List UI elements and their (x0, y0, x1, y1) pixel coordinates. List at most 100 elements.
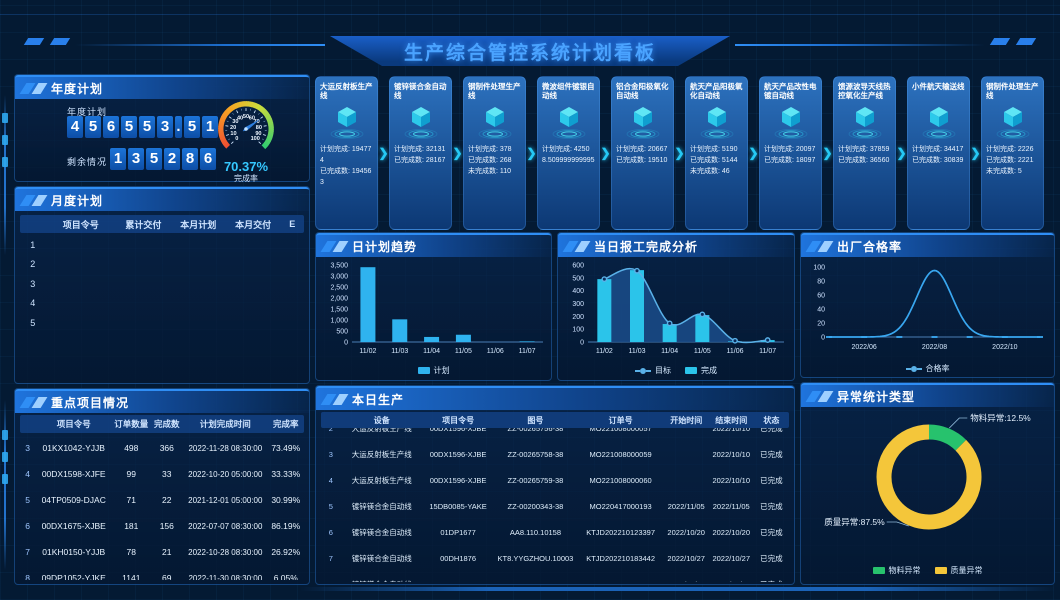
chevron-right-icon: ❯ (970, 146, 981, 160)
table-cell: 已完成 (760, 527, 783, 537)
production-line-card: 镀锌镁合金自动线 计划完成: 32131 已完成数: 28167 (389, 76, 452, 230)
table-cell: 镀锌镁合金自动线 (351, 501, 412, 511)
column-header: 完成数 (154, 419, 180, 429)
table-row: 2 大运反射板生产线 00DX1596-XJBE ZZ-00265756-38 MO22… (321, 428, 789, 441)
table-cell: 01DP1677 (440, 527, 476, 537)
legend-label: 目标 (655, 366, 671, 375)
production-line-name: 航天产品改性电镀自动线 (764, 82, 817, 100)
production-line-stat: 计划完成: 194774 (320, 146, 372, 164)
table-cell: 2022/10/10 (712, 475, 750, 485)
svg-text:11/02: 11/02 (359, 348, 376, 355)
production-line-name: 钢制件处理生产线 (468, 82, 521, 100)
svg-text:2,000: 2,000 (330, 296, 348, 303)
legend-item: 目标 (635, 365, 671, 376)
svg-text:1,500: 1,500 (330, 307, 348, 314)
production-line-card: 馈源波导天线热控氧化生产线 计划完成: 37859 已完成数: 36560 (833, 76, 896, 230)
svg-text:500: 500 (572, 275, 584, 282)
production-line-card: 航天产品改性电镀自动线 计划完成: 20097 已完成数: 18097 (759, 76, 822, 230)
panel-title: 日计划趋势 (352, 239, 418, 254)
production-line-card: 大运反射板生产线 计划完成: 194774 已完成数: 194563 (315, 76, 378, 230)
production-line-stat: 计划完成: 378 (468, 146, 512, 153)
production-line-name: 小件航天输送线 (912, 82, 965, 91)
table-cell: 2021-12-01 05:00:00 (188, 495, 263, 505)
svg-text:11/07: 11/07 (759, 348, 776, 355)
legend-item: 计划 (417, 365, 450, 376)
table-cell: 33.33% (271, 469, 301, 479)
today-production-table-header: 设备 项目令号 图号 订单号 开始时间 结束时间 状态 (321, 412, 789, 428)
digit-box: 2 (164, 148, 180, 170)
table-cell: 01DP1677 (423, 580, 494, 583)
panel-header-abnormal-stats: 异常统计类型 (801, 383, 1054, 407)
table-cell: 71 (126, 495, 137, 505)
legend-item: 质量异常 (934, 565, 983, 576)
column-header: 订单号 (608, 415, 633, 425)
production-line-stat: 已完成数: 30839 (912, 156, 964, 164)
table-row: 8 09DP1052-YJKE 1141 69 2022-11-30 08:30:00 6… (20, 565, 304, 580)
pass-rate-legend: 合格率 (801, 363, 1054, 374)
svg-text:0: 0 (235, 136, 238, 142)
table-cell: ZZ-00265756-38 (507, 428, 564, 433)
production-line-card: 铝合金阳极氧化自动线 计划完成: 20667 已完成数: 19510 (611, 76, 674, 230)
cube-icon (478, 107, 511, 139)
legend-line-marker (635, 367, 651, 374)
svg-text:2,500: 2,500 (330, 285, 348, 292)
chevron-right-icon: ❯ (378, 146, 389, 160)
column-header: 设备 (373, 415, 390, 425)
deco-parallelogram (1015, 38, 1037, 45)
bottom-frame-bar (300, 587, 1056, 591)
column-header: 图号 (527, 415, 544, 425)
table-cell: 04TP0509-DJAC (41, 495, 106, 505)
table-header-row: 项目令号 累计交付 本月计划 本月交付 E (20, 215, 304, 233)
digit-box: 1 (202, 116, 218, 138)
panel-title: 当日报工完成分析 (594, 239, 699, 254)
pass-rate-chart: 0 20 40 60 80 100 2022/06 2022/08 2022/10 (813, 265, 1043, 351)
production-line-stat: 已完成数: 268 (468, 156, 512, 164)
annual-plan-label: 年度计划 (67, 107, 108, 117)
production-line-card: 钢制件处理生产线 计划完成: 378 已完成数: 268 未完成数: 110 (463, 76, 526, 230)
table-cell: 78 (126, 547, 137, 557)
today-production-table-body[interactable]: 2 大运反射板生产线 00DX1596-XJBE ZZ-00265756-38 MO22… (321, 428, 789, 582)
row-number: 8 (321, 580, 341, 583)
production-line-stat: 未完成数: 46 (690, 167, 730, 175)
daily-report-legend: 目标 完成 (558, 365, 794, 376)
legend-label: 计划 (433, 366, 450, 375)
chevron-right-icon: ❯ (822, 146, 833, 160)
table-row: 6 00DX1675-XJBE 181 156 2022-07-07 08:30:00 8… (20, 513, 304, 539)
row-number: 7 (25, 547, 31, 557)
svg-text:60: 60 (249, 115, 255, 121)
production-line-cards[interactable]: 大运反射板生产线 计划完成: 194774 已完成数: 194563 ❯ 镀锌镁合金自动… (315, 76, 1057, 230)
legend-swatch (417, 367, 430, 374)
digit-box: 5 (85, 116, 101, 138)
cube-icon (774, 107, 807, 139)
table-row: 3 (20, 274, 304, 294)
panel-title: 出厂合格率 (837, 239, 903, 254)
dashboard-title-band: 生产综合管控系统计划看板 (330, 36, 730, 66)
column-header: 开始时间 (670, 415, 703, 425)
key-projects-table-body[interactable]: 3 01KX1042-YJJB 498 366 2022-11-28 08:30:00 7… (20, 435, 304, 580)
table-cell: KTJD202210123397 (586, 527, 656, 537)
chevron-right-icon: ❯ (526, 146, 537, 160)
production-line-name: 镀锌镁合金自动线 (394, 82, 447, 100)
abnormal-stats-donut: 物料异常:12.5% 质量异常:87.5% (824, 413, 1031, 530)
cube-icon (922, 107, 955, 139)
svg-text:80: 80 (817, 279, 825, 286)
production-line-name: 馈源波导天线热控氧化生产线 (838, 82, 891, 100)
table-cell: 15DB0085-YAKE (429, 501, 487, 511)
table-cell: 2022/10/20 (712, 527, 750, 537)
table-cell: 498 (124, 443, 139, 453)
svg-text:300: 300 (572, 301, 584, 308)
svg-text:400: 400 (572, 288, 584, 295)
table-cell: 已完成 (760, 553, 783, 563)
legend-item: 合格率 (905, 363, 950, 374)
table-row: 7 镀锌镁合金自动线 00DH1876 KT8.YYGZHOU.10003 KTJD20… (321, 545, 789, 571)
panel-title: 月度计划 (51, 193, 104, 208)
digit-box: 5 (184, 116, 200, 138)
left-frame-bracket (1, 400, 11, 570)
svg-text:11/02: 11/02 (596, 348, 613, 355)
production-line-stat: 已完成数: 194563 (320, 167, 372, 186)
monthly-plan-table-body[interactable]: 1 2 3 4 5 (20, 235, 304, 333)
table-cell: ZZ-00265759-38 (507, 475, 564, 485)
legend-swatch (872, 567, 885, 574)
table-cell: 156 (159, 521, 174, 531)
